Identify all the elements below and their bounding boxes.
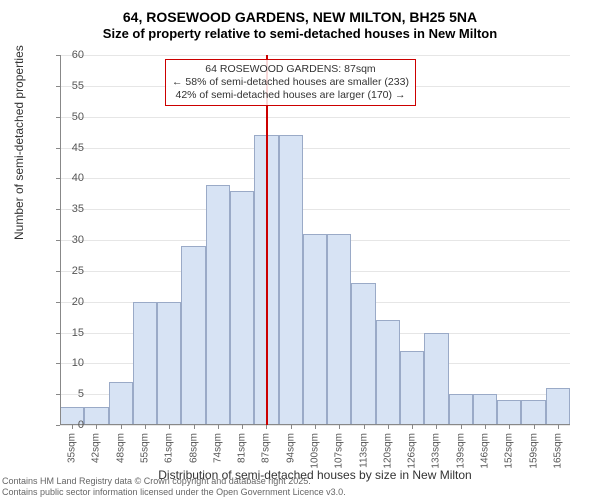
xtick-mark <box>194 425 195 429</box>
bar <box>84 407 108 426</box>
chart-title-line2: Size of property relative to semi-detach… <box>0 26 600 41</box>
xtick-mark <box>266 425 267 429</box>
xtick-mark <box>436 425 437 429</box>
bar <box>521 400 545 425</box>
annotation-line2: ← 58% of semi-detached houses are smalle… <box>172 76 409 89</box>
xtick-label: 146sqm <box>480 433 491 469</box>
xtick-label: 139sqm <box>455 433 466 469</box>
bar <box>351 283 375 425</box>
xtick-label: 107sqm <box>334 433 345 469</box>
bars-layer <box>60 55 570 425</box>
ytick-label: 35 <box>44 203 84 215</box>
xtick-label: 68sqm <box>188 433 199 463</box>
ytick-label: 55 <box>44 80 84 92</box>
xtick-mark <box>315 425 316 429</box>
xtick-label: 113sqm <box>358 433 369 468</box>
bar <box>206 185 230 426</box>
annotation-box: 64 ROSEWOOD GARDENS: 87sqm ← 58% of semi… <box>165 59 416 106</box>
xtick-mark <box>364 425 365 429</box>
xtick-label: 126sqm <box>407 433 418 469</box>
xtick-label: 35sqm <box>67 433 78 463</box>
xtick-mark <box>509 425 510 429</box>
xtick-label: 94sqm <box>285 433 296 463</box>
xtick-mark <box>169 425 170 429</box>
xtick-label: 42sqm <box>91 433 102 463</box>
bar <box>424 333 448 426</box>
bar <box>181 246 205 425</box>
xtick-mark <box>121 425 122 429</box>
ytick-label: 25 <box>44 265 84 277</box>
plot-area: 35sqm42sqm48sqm55sqm61sqm68sqm74sqm81sqm… <box>60 55 570 425</box>
xtick-label: 165sqm <box>552 433 563 469</box>
xtick-mark <box>291 425 292 429</box>
ytick-label: 50 <box>44 111 84 123</box>
bar <box>327 234 351 425</box>
ytick-label: 15 <box>44 327 84 339</box>
y-axis-title: Number of semi-detached properties <box>12 45 26 240</box>
xtick-label: 87sqm <box>261 433 272 463</box>
xtick-label: 120sqm <box>382 433 393 469</box>
xtick-mark <box>412 425 413 429</box>
xtick-label: 133sqm <box>431 433 442 469</box>
bar <box>109 382 133 425</box>
bar <box>133 302 157 425</box>
xtick-mark <box>558 425 559 429</box>
xtick-mark <box>96 425 97 429</box>
bar <box>303 234 327 425</box>
bar <box>400 351 424 425</box>
xtick-label: 159sqm <box>528 433 539 469</box>
ytick-label: 45 <box>44 142 84 154</box>
xtick-mark <box>145 425 146 429</box>
xtick-mark <box>218 425 219 429</box>
xtick-label: 100sqm <box>310 433 321 469</box>
xtick-mark <box>339 425 340 429</box>
ytick-label: 0 <box>44 419 84 431</box>
ytick-label: 20 <box>44 296 84 308</box>
xtick-label: 81sqm <box>237 433 248 463</box>
xtick-label: 55sqm <box>140 433 151 463</box>
annotation-line3: 42% of semi-detached houses are larger (… <box>172 89 409 102</box>
xtick-mark <box>485 425 486 429</box>
ytick-label: 60 <box>44 49 84 61</box>
bar <box>376 320 400 425</box>
chart-title-line1: 64, ROSEWOOD GARDENS, NEW MILTON, BH25 5… <box>0 0 600 26</box>
annotation-line1: 64 ROSEWOOD GARDENS: 87sqm <box>172 63 409 76</box>
footer-line2: Contains public sector information licen… <box>2 487 346 498</box>
footer-line1: Contains HM Land Registry data © Crown c… <box>2 476 346 487</box>
xtick-label: 61sqm <box>164 433 175 463</box>
bar <box>230 191 254 425</box>
xtick-label: 74sqm <box>212 433 223 463</box>
xtick-mark <box>534 425 535 429</box>
bar <box>157 302 181 425</box>
xtick-mark <box>388 425 389 429</box>
bar <box>279 135 303 425</box>
chart-container: 64, ROSEWOOD GARDENS, NEW MILTON, BH25 5… <box>0 0 600 500</box>
xtick-label: 48sqm <box>115 433 126 463</box>
bar <box>473 394 497 425</box>
footer: Contains HM Land Registry data © Crown c… <box>2 476 346 498</box>
reference-line <box>266 55 268 425</box>
bar <box>449 394 473 425</box>
ytick-label: 40 <box>44 172 84 184</box>
xtick-mark <box>461 425 462 429</box>
xtick-label: 152sqm <box>504 433 515 469</box>
ytick-label: 30 <box>44 234 84 246</box>
bar <box>497 400 521 425</box>
bar <box>546 388 570 425</box>
ytick-label: 10 <box>44 357 84 369</box>
ytick-label: 5 <box>44 388 84 400</box>
xtick-mark <box>242 425 243 429</box>
